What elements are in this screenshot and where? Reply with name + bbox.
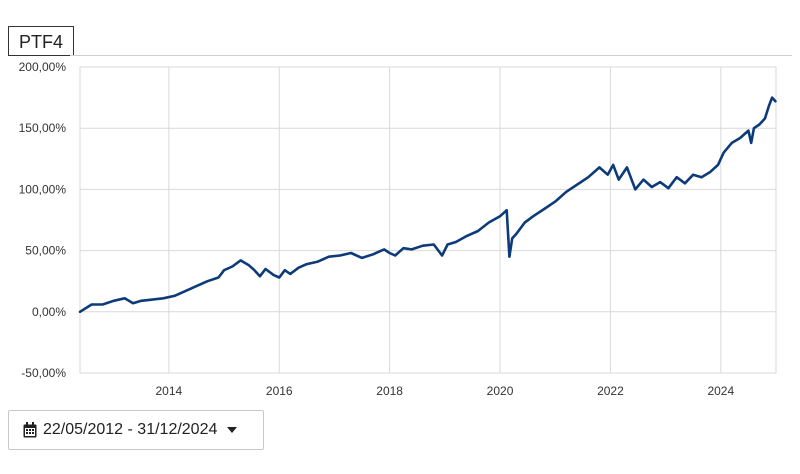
y-tick-label: 150,00% (19, 121, 67, 135)
y-tick-label: 50,00% (25, 244, 66, 258)
chart-title: PTF4 (8, 26, 75, 56)
calendar-icon (23, 422, 37, 438)
x-tick-label: 2024 (707, 384, 734, 398)
performance-chart: -50,00% 0,00% 50,00% 100,00% 150,00% 200,00% 2… (19, 60, 777, 398)
y-tick-label: -50,00% (21, 366, 66, 380)
y-tick-label: 0,00% (32, 305, 66, 319)
x-tick-label: 2022 (597, 384, 624, 398)
series-line (78, 96, 777, 314)
x-tick-label: 2020 (487, 384, 514, 398)
x-tick-label: 2014 (156, 384, 183, 398)
y-tick-label: 200,00% (19, 60, 67, 74)
x-tick-label: 2018 (376, 384, 403, 398)
caret-down-icon (227, 427, 238, 433)
date-range-button[interactable]: 22/05/2012 - 31/12/2024 (8, 410, 264, 450)
date-range-label: 22/05/2012 - 31/12/2024 (43, 421, 218, 438)
x-tick-label: 2016 (266, 384, 293, 398)
y-tick-label: 100,00% (19, 182, 67, 196)
title-divider (70, 55, 792, 56)
plot-frame (79, 66, 777, 374)
